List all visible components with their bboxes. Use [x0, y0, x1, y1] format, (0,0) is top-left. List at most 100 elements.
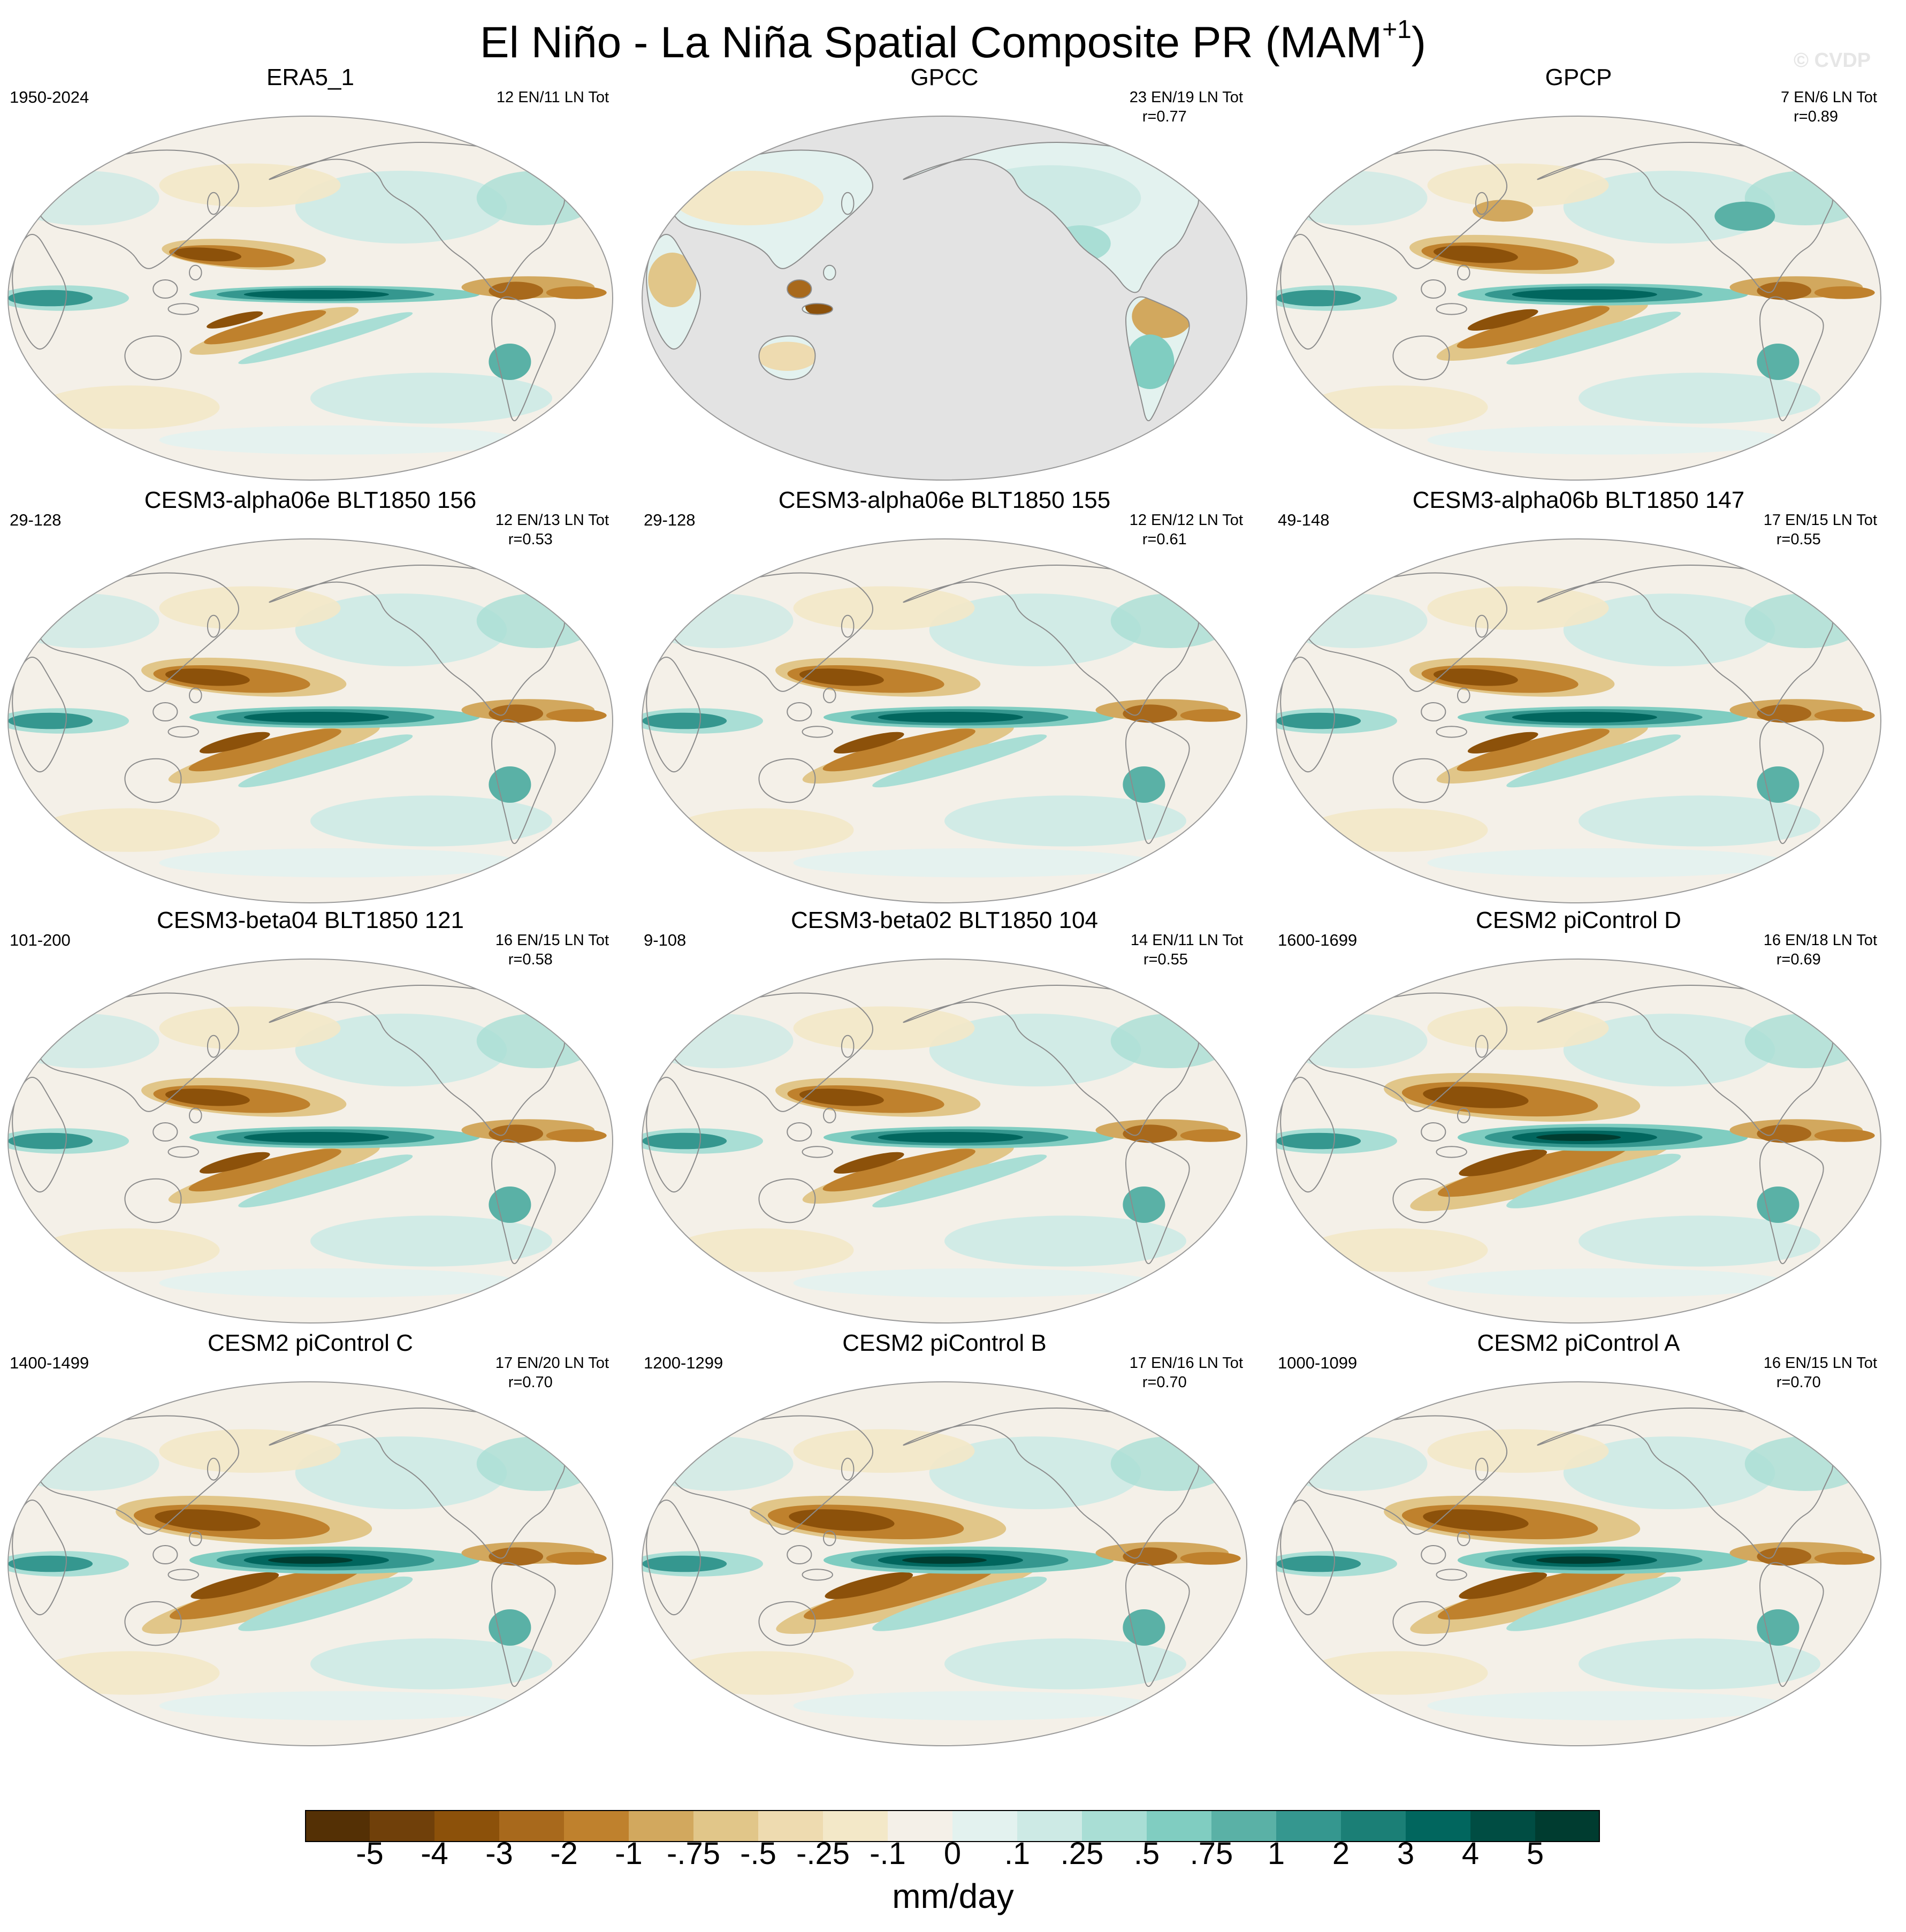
- panel-event-counts: 14 EN/11 LN Tot r=0.55: [1131, 931, 1243, 969]
- event-count-text: 17 EN/16 LN Tot: [1129, 1355, 1243, 1372]
- map-panel-a06b147: CESM3-alpha06b BLT1850 147 49-148 17 EN/15…: [1268, 487, 1889, 910]
- precip-anomaly-map: [1276, 538, 1881, 903]
- colorbar-tick-label: -.25: [796, 1836, 850, 1871]
- pattern-correlation: r=0.58: [508, 951, 553, 968]
- panel-years: 29-128: [10, 511, 62, 529]
- pattern-correlation: r=0.70: [1142, 1374, 1187, 1391]
- precip-anomaly-map: [642, 538, 1247, 903]
- panel-event-counts: 12 EN/13 LN Tot r=0.53: [495, 511, 609, 549]
- panel-title: CESM3-alpha06b BLT1850 147: [1412, 487, 1745, 513]
- panel-event-counts: 16 EN/15 LN Tot r=0.58: [495, 931, 609, 969]
- event-count-text: 14 EN/11 LN Tot: [1130, 932, 1243, 949]
- colorbar-tick-label: -1: [615, 1836, 643, 1871]
- colorbar-tick-label: -5: [356, 1836, 384, 1871]
- colorbar-tick-label: .75: [1190, 1836, 1233, 1871]
- panel-event-counts: 23 EN/19 LN Tot r=0.77: [1130, 88, 1243, 126]
- panel-title: GPCC: [910, 64, 979, 90]
- panel-event-counts: 12 EN/11 LN Tot: [497, 88, 609, 107]
- colorbar-units: mm/day: [892, 1877, 1014, 1915]
- colorbar-tick-label: -.5: [740, 1836, 776, 1871]
- precip-anomaly-map: [642, 116, 1247, 481]
- colorbar-swatch: [1535, 1811, 1600, 1842]
- event-count-text: 12 EN/13 LN Tot: [495, 512, 609, 529]
- panel-title: CESM3-beta04 BLT1850 121: [157, 907, 464, 933]
- map-panel-picD: CESM2 piControl D 1600-1699 16 EN/18 LN To…: [1268, 907, 1889, 1330]
- panel-title: ERA5_1: [266, 64, 354, 90]
- event-count-text: 12 EN/12 LN Tot: [1129, 512, 1243, 529]
- colorbar-swatch: [564, 1811, 629, 1842]
- colorbar-swatch: [1147, 1811, 1212, 1842]
- event-count-text: 16 EN/15 LN Tot: [495, 932, 609, 949]
- event-count-text: 16 EN/18 LN Tot: [1763, 932, 1877, 949]
- colorbar-tick-label: -.1: [870, 1836, 906, 1871]
- colorbar-swatch: [1276, 1811, 1341, 1842]
- colorbar-swatch: [1470, 1811, 1536, 1842]
- colorbar-swatch: [758, 1811, 824, 1842]
- colorbar-tick-label: 0: [943, 1836, 962, 1871]
- panel-years: 1950-2024: [10, 88, 89, 107]
- pattern-correlation: r=0.89: [1793, 108, 1839, 125]
- colorbar-swatch: [1082, 1811, 1147, 1842]
- panel-years: 9-108: [644, 931, 687, 949]
- panel-years: 49-148: [1278, 511, 1330, 529]
- colorbar-swatch: [1211, 1811, 1277, 1842]
- colorbar-swatch: [370, 1811, 435, 1842]
- panel-title: CESM3-beta02 BLT1850 104: [791, 907, 1098, 933]
- colorbar-swatch: [1017, 1811, 1082, 1842]
- map-panel-gpcc: GPCC 23 EN/19 LN Tot r=0.77: [634, 64, 1255, 487]
- panel-event-counts: 17 EN/16 LN Tot r=0.70: [1130, 1353, 1243, 1392]
- panel-title: CESM3-alpha06e BLT1850 156: [144, 487, 477, 513]
- panel-title: CESM3-alpha06e BLT1850 155: [778, 487, 1111, 513]
- precip-anomaly-map: [642, 959, 1247, 1324]
- map-panel-picC: CESM2 piControl C 1400-1499 17 EN/20 LN To…: [0, 1330, 621, 1753]
- pattern-correlation: r=0.77: [1142, 108, 1187, 125]
- colorbar-tick-label: 1: [1267, 1836, 1285, 1871]
- colorbar-swatch: [629, 1811, 694, 1842]
- pattern-correlation: r=0.53: [508, 531, 553, 548]
- page-title: El Niño - La Niña Spatial Composite PR (…: [0, 17, 1906, 69]
- pattern-correlation: r=0.55: [1143, 951, 1188, 968]
- colorbar-swatch: [693, 1811, 759, 1842]
- colorbar-tick-label: 3: [1397, 1836, 1415, 1871]
- panel-event-counts: 7 EN/6 LN Tot r=0.89: [1781, 88, 1877, 126]
- event-count-text: 23 EN/19 LN Tot: [1129, 89, 1243, 106]
- colorbar-tick-label: -2: [550, 1836, 578, 1871]
- panel-title: CESM2 piControl D: [1476, 907, 1681, 933]
- colorbar-tick-label: -3: [485, 1836, 513, 1871]
- colorbar-swatch: [434, 1811, 500, 1842]
- title-close: ): [1411, 18, 1427, 67]
- precip-anomaly-map: [7, 1381, 613, 1746]
- pattern-correlation: r=0.61: [1142, 531, 1187, 548]
- colorbar-swatch: [952, 1811, 1018, 1842]
- event-count-text: 17 EN/20 LN Tot: [495, 1355, 609, 1372]
- event-count-text: 16 EN/15 LN Tot: [1763, 1355, 1877, 1372]
- event-count-text: 12 EN/11 LN Tot: [496, 89, 609, 106]
- title-superscript: +1: [1382, 16, 1412, 44]
- colorbar-swatch: [305, 1811, 370, 1842]
- map-panel-era5: ERA5_1 1950-2024 12 EN/11 LN Tot: [0, 64, 621, 487]
- precip-anomaly-map: [7, 959, 613, 1324]
- pattern-correlation: r=0.70: [508, 1374, 553, 1391]
- panel-event-counts: 16 EN/15 LN Tot r=0.70: [1764, 1353, 1877, 1392]
- colorbar-tick-label: .25: [1060, 1836, 1104, 1871]
- colorbar-tick-label: 2: [1332, 1836, 1350, 1871]
- panel-years: 1400-1499: [10, 1353, 89, 1372]
- precip-anomaly-map: [1276, 1381, 1881, 1746]
- colorbar-tick-label: -.75: [667, 1836, 720, 1871]
- panel-title: GPCP: [1545, 64, 1612, 90]
- panel-years: 1600-1699: [1278, 931, 1358, 949]
- map-panel-picB: CESM2 piControl B 1200-1299 17 EN/16 LN To…: [634, 1330, 1255, 1753]
- title-main: El Niño - La Niña Spatial Composite PR (…: [479, 18, 1383, 67]
- panel-years: 29-128: [644, 511, 696, 529]
- precip-anomaly-map: [1276, 116, 1881, 481]
- map-panel-a06e156: CESM3-alpha06e BLT1850 156 29-128 12 EN/13…: [0, 487, 621, 910]
- colorbar-swatch: [499, 1811, 565, 1842]
- colorbar-swatch: [1406, 1811, 1471, 1842]
- colorbar: [305, 1810, 1600, 1842]
- map-panel-picA: CESM2 piControl A 1000-1099 16 EN/15 LN To…: [1268, 1330, 1889, 1753]
- colorbar-tick-label: 5: [1526, 1836, 1544, 1871]
- panel-event-counts: 16 EN/18 LN Tot r=0.69: [1764, 931, 1877, 969]
- map-panel-gpcp: GPCP 7 EN/6 LN Tot r=0.89: [1268, 64, 1889, 487]
- precip-anomaly-map: [7, 538, 613, 903]
- pattern-correlation: r=0.55: [1776, 531, 1821, 548]
